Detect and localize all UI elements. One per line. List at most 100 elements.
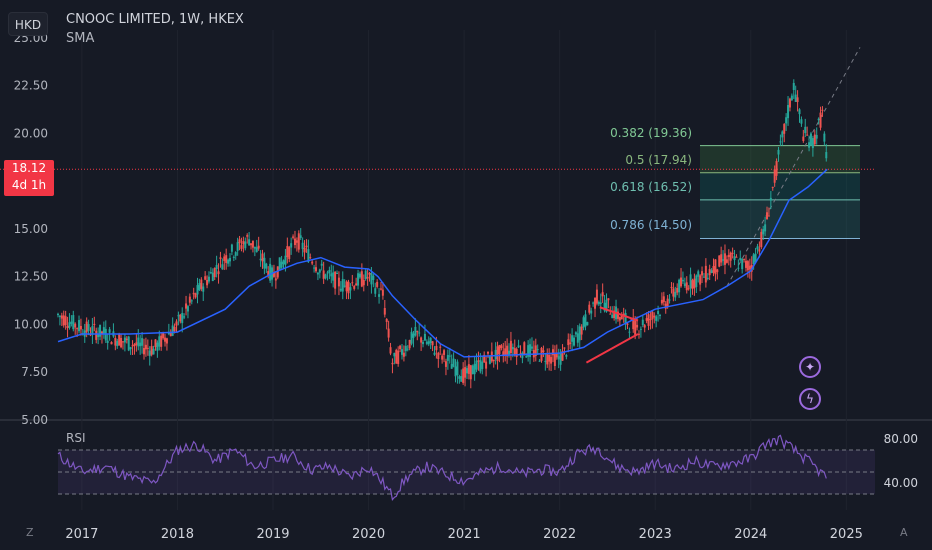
candle-body bbox=[714, 259, 717, 275]
rsi-label[interactable]: RSI bbox=[66, 431, 86, 445]
candle-body bbox=[769, 197, 772, 201]
candle-body bbox=[185, 303, 188, 309]
candle-body bbox=[395, 349, 398, 364]
candle-body bbox=[108, 329, 111, 333]
candle-body bbox=[553, 352, 556, 367]
auto-scale-icon[interactable]: A bbox=[900, 526, 908, 539]
candle-body bbox=[513, 348, 516, 355]
candle-body bbox=[144, 344, 147, 350]
x-tick-label: 2021 bbox=[448, 527, 481, 542]
candle-body bbox=[746, 261, 749, 271]
axes: 25.0022.5020.0015.0012.5010.007.505.0020… bbox=[14, 31, 918, 542]
candle-body bbox=[238, 239, 241, 244]
candle-body bbox=[292, 236, 295, 238]
indicator-label-sma[interactable]: SMA bbox=[66, 31, 95, 46]
candle-body bbox=[695, 275, 698, 287]
candle-body bbox=[74, 323, 77, 328]
candle-body bbox=[670, 286, 673, 288]
candle-body bbox=[99, 324, 102, 337]
candle-body bbox=[454, 366, 457, 377]
candle-body bbox=[131, 345, 134, 347]
y-tick-label: 5.00 bbox=[21, 413, 48, 427]
sparkle-icon-button[interactable]: ✦ bbox=[799, 356, 821, 378]
candle-body bbox=[378, 294, 381, 297]
candle-body bbox=[332, 272, 335, 281]
candle-body bbox=[767, 215, 770, 217]
candle-body bbox=[269, 263, 272, 281]
candle-body bbox=[781, 131, 784, 138]
candle-body bbox=[548, 355, 551, 362]
candle-body bbox=[485, 361, 488, 369]
candle-body bbox=[318, 269, 321, 273]
candle-body bbox=[748, 265, 751, 270]
candle-body bbox=[146, 347, 149, 349]
candle-body bbox=[192, 292, 195, 295]
candle-body bbox=[87, 324, 90, 331]
candle-body bbox=[462, 368, 465, 383]
candle-body bbox=[488, 356, 491, 364]
candle-body bbox=[712, 265, 715, 273]
candle-body bbox=[423, 333, 426, 341]
candle-body bbox=[783, 124, 786, 134]
candle-body bbox=[460, 376, 463, 382]
candle-body bbox=[72, 315, 75, 330]
candle-body bbox=[286, 246, 289, 258]
candle-body bbox=[511, 346, 514, 350]
candle-body bbox=[337, 277, 340, 287]
candle-body bbox=[376, 281, 379, 287]
candle-body bbox=[456, 361, 459, 375]
candle-body bbox=[689, 274, 692, 289]
candle-body bbox=[162, 332, 165, 339]
candle-body bbox=[372, 275, 375, 281]
candle-body bbox=[794, 94, 797, 102]
current-price: 18.12 bbox=[11, 161, 47, 176]
candle-body bbox=[521, 352, 524, 359]
candle-body bbox=[649, 319, 652, 321]
candle-body bbox=[815, 134, 818, 139]
candle-body bbox=[381, 289, 384, 296]
candle-body bbox=[609, 313, 612, 315]
candle-body bbox=[492, 359, 495, 362]
candle-body bbox=[811, 138, 814, 149]
candle-body bbox=[284, 255, 287, 265]
candle-body bbox=[592, 302, 595, 304]
lightning-icon-button[interactable]: ϟ bbox=[799, 388, 821, 410]
candle-body bbox=[687, 288, 690, 290]
candle-body bbox=[628, 331, 631, 333]
candle-body bbox=[743, 258, 746, 260]
candle-body bbox=[307, 249, 310, 262]
candle-body bbox=[410, 331, 413, 344]
candle-body bbox=[586, 322, 589, 326]
candle-body bbox=[76, 328, 79, 330]
candle-body bbox=[796, 97, 799, 103]
candle-body bbox=[246, 235, 249, 237]
fib-label-0786: 0.786 (14.50) bbox=[610, 218, 692, 233]
candle-body bbox=[720, 254, 723, 263]
candle-body bbox=[330, 273, 333, 277]
candle-body bbox=[569, 342, 572, 344]
candle-body bbox=[251, 240, 254, 248]
candle-body bbox=[508, 350, 511, 356]
candle-body bbox=[653, 315, 656, 318]
candle-body bbox=[636, 324, 639, 328]
candle-body bbox=[758, 249, 761, 252]
candle-body bbox=[204, 276, 207, 280]
candle-body bbox=[349, 287, 352, 291]
candle-body bbox=[595, 289, 598, 304]
candle-body bbox=[242, 241, 245, 245]
candle-body bbox=[95, 330, 98, 340]
candle-body bbox=[745, 260, 747, 268]
zoom-corner-icon[interactable]: Z bbox=[26, 526, 34, 539]
currency-badge[interactable]: HKD bbox=[8, 12, 48, 36]
candle-body bbox=[362, 279, 365, 286]
candle-body bbox=[406, 348, 409, 350]
candle-body bbox=[529, 344, 532, 357]
candle-body bbox=[639, 328, 642, 330]
candle-body bbox=[502, 351, 505, 356]
candle-body bbox=[57, 313, 59, 316]
candle-body bbox=[250, 243, 253, 246]
candle-body bbox=[303, 247, 306, 253]
candle-body bbox=[253, 246, 256, 249]
candle-body bbox=[137, 337, 140, 347]
